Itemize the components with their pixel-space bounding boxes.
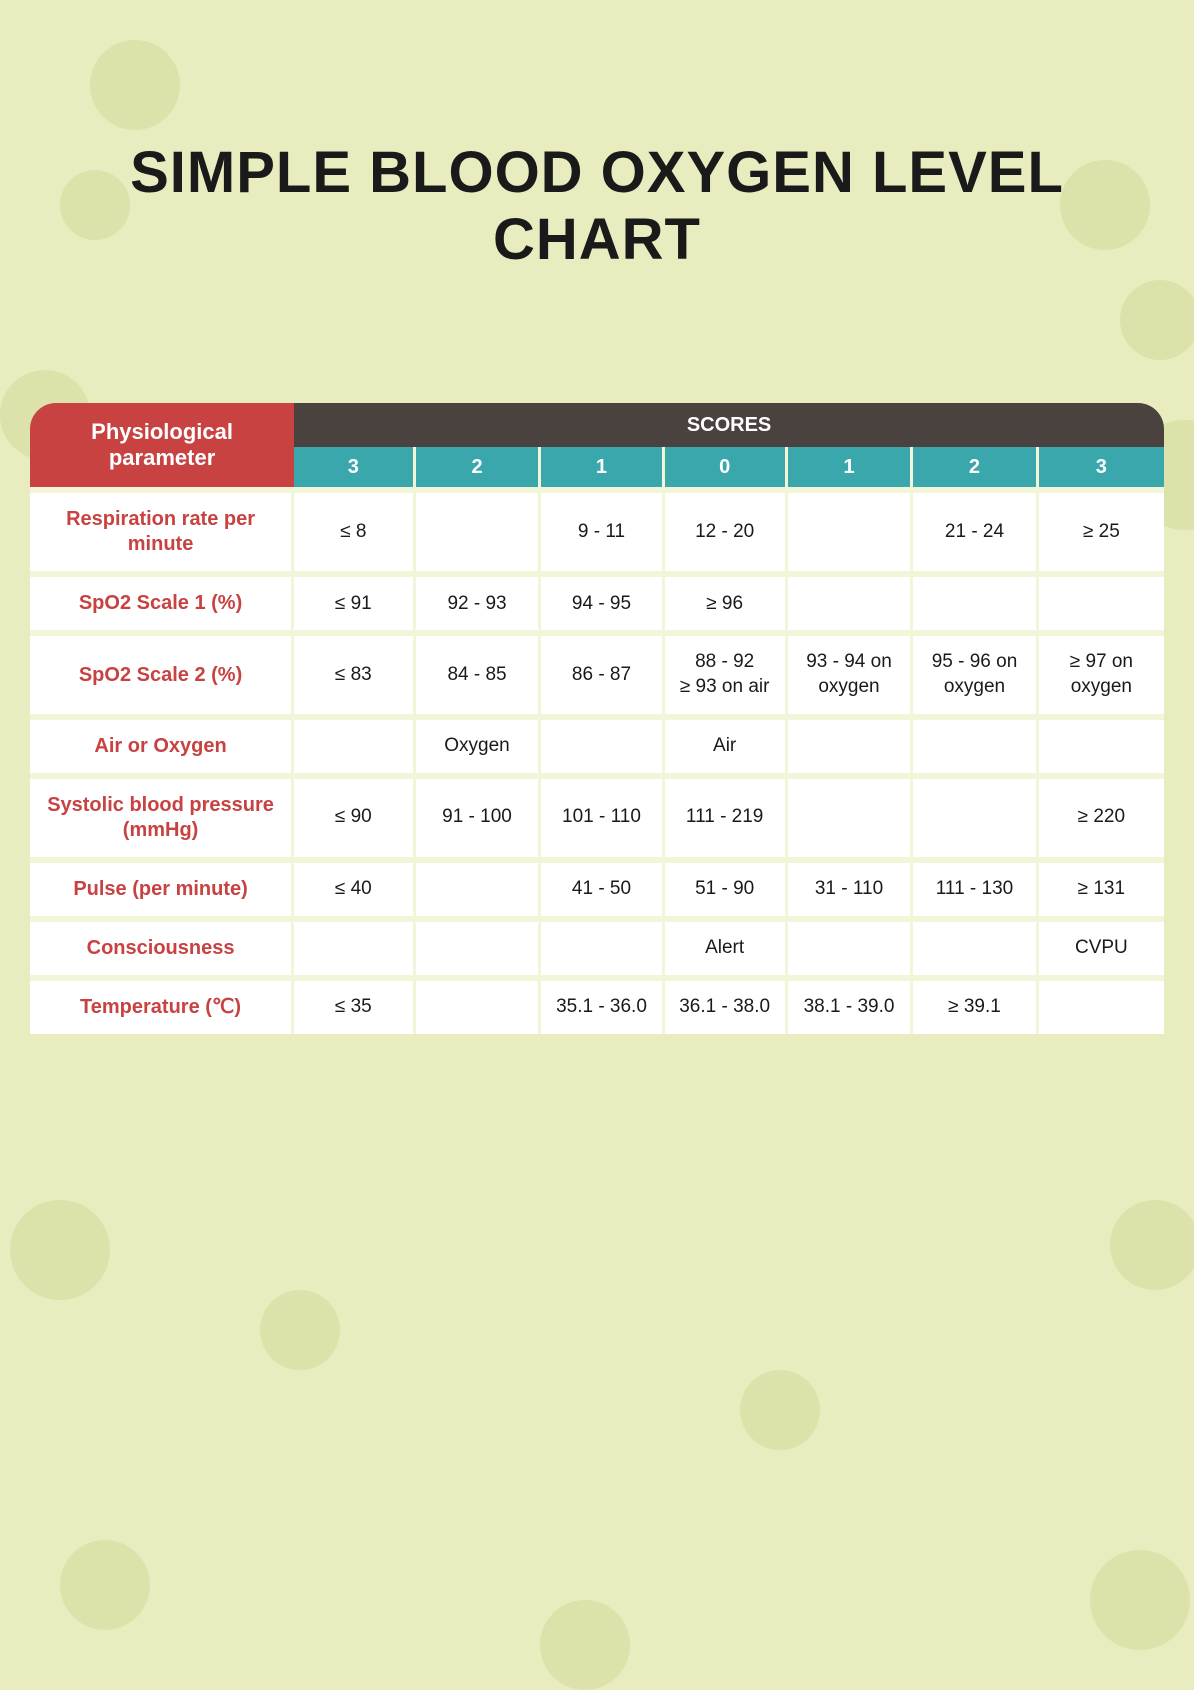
table-cell bbox=[788, 571, 913, 630]
table-cell: 21 - 24 bbox=[913, 487, 1038, 571]
table-cell bbox=[788, 773, 913, 857]
table-cell bbox=[1039, 714, 1164, 773]
score-col-4: 1 bbox=[788, 447, 913, 487]
table-cell bbox=[913, 773, 1038, 857]
table-cell: 88 - 92≥ 93 on air bbox=[665, 630, 788, 713]
bg-dot bbox=[540, 1600, 630, 1690]
table-row: Systolic blood pressure (mmHg)≤ 9091 - 1… bbox=[30, 773, 1164, 857]
table-cell bbox=[788, 487, 913, 571]
table-cell: ≥ 97 on oxygen bbox=[1039, 630, 1164, 713]
table-cell bbox=[294, 714, 415, 773]
table-cell bbox=[416, 916, 542, 975]
table-cell: ≥ 131 bbox=[1039, 857, 1164, 916]
table-cell: 41 - 50 bbox=[541, 857, 664, 916]
table-row: Temperature (℃)≤ 35 35.1 - 36.036.1 - 38.… bbox=[30, 975, 1164, 1034]
row-label: Respiration rate per minute bbox=[30, 487, 294, 571]
score-col-3: 0 bbox=[665, 447, 788, 487]
bg-dot bbox=[60, 1540, 150, 1630]
bg-dot bbox=[1110, 1200, 1194, 1290]
table-cell bbox=[416, 857, 542, 916]
table-cell: 51 - 90 bbox=[665, 857, 788, 916]
table-cell: CVPU bbox=[1039, 916, 1164, 975]
table-cell: Air bbox=[665, 714, 788, 773]
table-cell: ≤ 90 bbox=[294, 773, 415, 857]
table-row: SpO2 Scale 2 (%)≤ 8384 - 8586 - 8788 - 9… bbox=[30, 630, 1164, 713]
score-col-2: 1 bbox=[541, 447, 664, 487]
table-body: Respiration rate per minute≤ 8 9 - 1112 -… bbox=[30, 487, 1164, 1033]
table-cell: 91 - 100 bbox=[416, 773, 542, 857]
bg-dot bbox=[1090, 1550, 1190, 1650]
table-cell bbox=[788, 916, 913, 975]
table-cell bbox=[1039, 975, 1164, 1034]
table-cell: 92 - 93 bbox=[416, 571, 542, 630]
scores-header: SCORES bbox=[294, 403, 1164, 447]
table-cell bbox=[294, 916, 415, 975]
oxygen-level-table: Physiological parameter SCORES 3210123 R… bbox=[30, 403, 1164, 1033]
row-label: Pulse (per minute) bbox=[30, 857, 294, 916]
table-cell bbox=[913, 714, 1038, 773]
table-cell: 111 - 130 bbox=[913, 857, 1038, 916]
table-cell: 35.1 - 36.0 bbox=[541, 975, 664, 1034]
table-cell: 36.1 - 38.0 bbox=[665, 975, 788, 1034]
table-cell: 31 - 110 bbox=[788, 857, 913, 916]
table-cell: 12 - 20 bbox=[665, 487, 788, 571]
table-cell: Oxygen bbox=[416, 714, 542, 773]
table-cell: ≤ 91 bbox=[294, 571, 415, 630]
table-cell: 95 - 96 on oxygen bbox=[913, 630, 1038, 713]
table-cell bbox=[1039, 571, 1164, 630]
table-cell: 38.1 - 39.0 bbox=[788, 975, 913, 1034]
table-header: Physiological parameter SCORES 3210123 bbox=[30, 403, 1164, 487]
score-col-0: 3 bbox=[294, 447, 415, 487]
table-cell: 94 - 95 bbox=[541, 571, 664, 630]
table-cell bbox=[416, 975, 542, 1034]
table-cell: ≥ 96 bbox=[665, 571, 788, 630]
chart-title: SIMPLE BLOOD OXYGEN LEVEL CHART bbox=[30, 140, 1164, 273]
row-label: Consciousness bbox=[30, 916, 294, 975]
score-col-6: 3 bbox=[1039, 447, 1164, 487]
bg-dot bbox=[740, 1370, 820, 1450]
row-label: SpO2 Scale 2 (%) bbox=[30, 630, 294, 713]
param-header: Physiological parameter bbox=[30, 403, 294, 487]
bg-dot bbox=[260, 1290, 340, 1370]
table-cell: ≤ 40 bbox=[294, 857, 415, 916]
table-row: Air or Oxygen Oxygen Air bbox=[30, 714, 1164, 773]
table-cell bbox=[913, 916, 1038, 975]
table-cell bbox=[416, 487, 542, 571]
table-cell: 101 - 110 bbox=[541, 773, 664, 857]
table-row: Respiration rate per minute≤ 8 9 - 1112 -… bbox=[30, 487, 1164, 571]
table-cell: ≤ 8 bbox=[294, 487, 415, 571]
page-container: SIMPLE BLOOD OXYGEN LEVEL CHART Physiolo… bbox=[0, 0, 1194, 1034]
table-cell: 111 - 219 bbox=[665, 773, 788, 857]
table-cell: ≤ 35 bbox=[294, 975, 415, 1034]
table-row: Pulse (per minute)≤ 40 41 - 5051 - 9031 -… bbox=[30, 857, 1164, 916]
table-row: Consciousness Alert CVPU bbox=[30, 916, 1164, 975]
row-label: Systolic blood pressure (mmHg) bbox=[30, 773, 294, 857]
table-cell bbox=[541, 714, 664, 773]
table-cell bbox=[541, 916, 664, 975]
table-cell: Alert bbox=[665, 916, 788, 975]
score-col-1: 2 bbox=[416, 447, 542, 487]
score-col-5: 2 bbox=[913, 447, 1038, 487]
table-cell: ≥ 220 bbox=[1039, 773, 1164, 857]
table-cell: 9 - 11 bbox=[541, 487, 664, 571]
table-cell: 86 - 87 bbox=[541, 630, 664, 713]
bg-dot bbox=[10, 1200, 110, 1300]
row-label: Air or Oxygen bbox=[30, 714, 294, 773]
row-label: SpO2 Scale 1 (%) bbox=[30, 571, 294, 630]
table-cell: 84 - 85 bbox=[416, 630, 542, 713]
table-cell: ≥ 39.1 bbox=[913, 975, 1038, 1034]
table-cell bbox=[788, 714, 913, 773]
table-cell: ≥ 25 bbox=[1039, 487, 1164, 571]
table-row: SpO2 Scale 1 (%)≤ 9192 - 9394 - 95≥ 96 bbox=[30, 571, 1164, 630]
table-cell: 93 - 94 on oxygen bbox=[788, 630, 913, 713]
table-cell: ≤ 83 bbox=[294, 630, 415, 713]
row-label: Temperature (℃) bbox=[30, 975, 294, 1034]
table-cell bbox=[913, 571, 1038, 630]
